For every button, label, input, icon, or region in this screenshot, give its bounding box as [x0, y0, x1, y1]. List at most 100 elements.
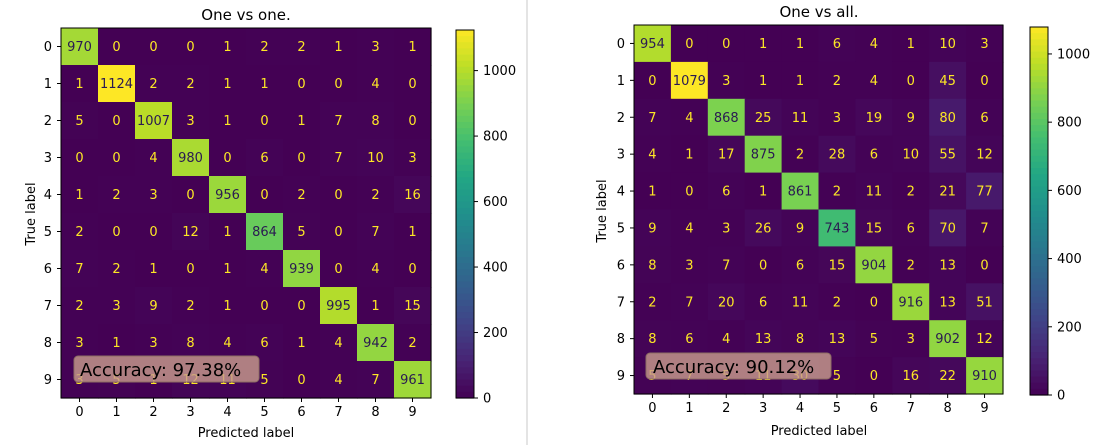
cell-value-label: 10	[939, 37, 956, 52]
colorbar-segment	[1030, 119, 1048, 126]
heatmap-cell	[357, 361, 395, 399]
colorbar-segment	[1030, 260, 1048, 267]
colorbar-segment	[456, 42, 474, 49]
cell-value-label: 80	[939, 111, 956, 126]
cell-value-label: 12	[182, 225, 199, 240]
cell-value-label: 7	[722, 258, 730, 273]
heatmap-cell	[61, 250, 99, 288]
colorbar-segment	[1030, 309, 1048, 316]
cell-value-label: 875	[751, 148, 776, 163]
colorbar-segment	[1030, 100, 1048, 108]
colorbar-segment	[1030, 69, 1048, 77]
heatmap-cell	[781, 209, 820, 247]
cell-value-label: 6	[759, 295, 767, 310]
cell-value-label: 0	[408, 77, 416, 92]
y-tick-label: 1	[44, 77, 52, 92]
heatmap-cell	[394, 65, 432, 103]
colorbar-tick-label: 1000	[483, 64, 516, 79]
heatmap-cell	[744, 209, 783, 247]
heatmap-cell	[135, 250, 173, 288]
heatmap-cell	[320, 287, 358, 325]
cell-value-label: 3	[75, 336, 83, 351]
cell-value-label: 1	[223, 77, 231, 92]
colorbar-segment	[456, 232, 474, 240]
colorbar-segment	[1030, 27, 1048, 34]
cell-value-label: 20	[718, 295, 735, 310]
heatmap-cell	[707, 209, 746, 247]
heatmap-cell	[634, 25, 672, 63]
cell-value-label: 2	[297, 188, 305, 203]
cell-value-label: 1	[685, 148, 693, 163]
cell-value-label: 1079	[673, 74, 706, 89]
cell-value-label: 0	[75, 151, 83, 166]
heatmap-cell	[929, 61, 967, 100]
cell-value-label: 2	[833, 295, 841, 310]
heatmap-cell	[707, 98, 746, 137]
cell-value-label: 15	[404, 299, 421, 314]
heatmap-cell	[320, 102, 358, 140]
y-tick-label: 2	[617, 111, 625, 126]
colorbar-segment	[456, 361, 474, 368]
cell-value-label: 28	[829, 148, 846, 163]
heatmap-cell	[818, 172, 856, 211]
colorbar-segment	[1030, 204, 1048, 212]
heatmap-cell	[966, 209, 1004, 247]
colorbar-segment	[456, 54, 474, 62]
colorbar-segment	[1030, 370, 1048, 378]
panel-divider	[526, 0, 528, 445]
heatmap-cell	[357, 213, 395, 251]
colorbar-segment	[1030, 174, 1048, 181]
heatmap-cell	[781, 98, 820, 137]
x-tick-label: 5	[833, 401, 841, 416]
heatmap-cell	[357, 139, 395, 177]
colorbar-segment	[1030, 327, 1048, 335]
heatmap-cell	[320, 176, 358, 214]
heatmap-cell	[209, 139, 247, 177]
colorbar-segment	[456, 336, 474, 344]
colorbar-segment	[456, 177, 474, 184]
cell-value-label: 1	[112, 336, 120, 351]
heatmap-cell	[61, 28, 99, 66]
colorbar-segment	[456, 146, 474, 154]
heatmap-cell	[357, 287, 395, 325]
heatmap-cell	[98, 176, 136, 214]
x-tick-label: 1	[685, 401, 693, 416]
heatmap-cell	[320, 65, 358, 103]
plot-frame	[60, 27, 432, 399]
cell-value-label: 1	[223, 299, 231, 314]
colorbar-segment	[456, 201, 474, 209]
heatmap-cell	[670, 61, 709, 100]
heatmap-cell	[818, 283, 856, 321]
heatmap-cell	[98, 213, 136, 251]
heatmap-cell	[135, 176, 173, 214]
cell-value-label: 12	[976, 332, 993, 347]
cell-value-label: 5	[260, 373, 268, 388]
heatmap-cell	[246, 139, 284, 177]
heatmap-cell	[98, 287, 136, 325]
heatmap-cell	[818, 135, 856, 174]
cell-value-label: 9	[907, 111, 915, 126]
colorbar-segment	[456, 152, 474, 160]
cell-value-label: 3	[722, 221, 730, 236]
cell-value-label: 1	[260, 77, 268, 92]
colorbar-segment	[456, 342, 474, 350]
heatmap-cell	[966, 246, 1004, 284]
x-axis-ticks: 0 1 2 3 4 5 6 7 8 9	[648, 394, 989, 416]
cell-value-label: 868	[714, 111, 739, 126]
heatmap-cell	[98, 139, 136, 177]
cell-value-label: 70	[939, 221, 956, 236]
colorbar-segment	[1030, 339, 1048, 347]
heatmap-cell	[929, 172, 967, 211]
colorbar-tick-label: 200	[1057, 320, 1082, 335]
heatmap-cell	[929, 98, 967, 137]
cell-value-label: 7	[371, 225, 379, 240]
cell-value-label: 3	[149, 336, 157, 351]
cell-value-label: 2	[75, 299, 83, 314]
colorbar-segment	[1030, 131, 1048, 138]
cell-value-label: 0	[685, 185, 693, 200]
cell-value-label: 5	[833, 369, 841, 384]
heatmap-cell	[744, 61, 783, 100]
colorbar-segment	[456, 287, 474, 295]
heatmap-cell	[892, 172, 930, 211]
heatmap-cell	[209, 65, 247, 103]
